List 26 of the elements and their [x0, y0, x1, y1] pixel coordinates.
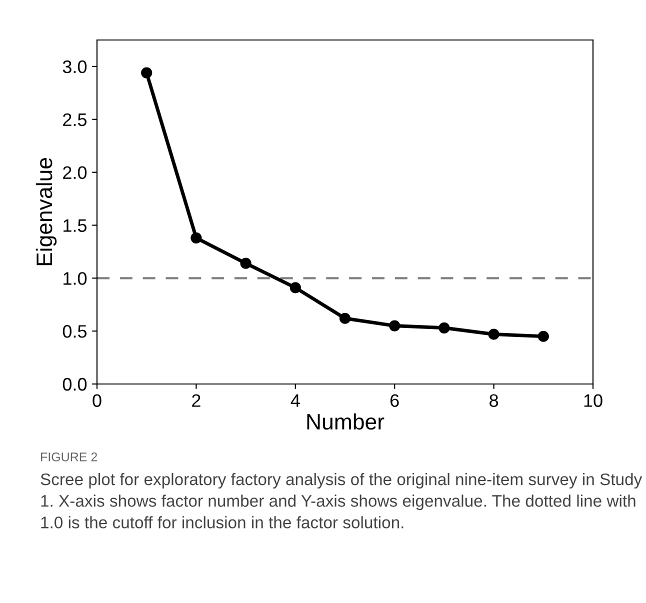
x-axis-title: Number [307, 413, 384, 430]
x-tick-label: 0 [92, 394, 102, 407]
point [339, 312, 351, 324]
y-tick-label: 1.5 [64, 219, 87, 232]
y-tick-label: 2.5 [63, 113, 87, 126]
point [488, 328, 500, 340]
y-tick-label: 2.0 [63, 166, 87, 180]
point [141, 67, 152, 78]
point [538, 330, 549, 342]
x-tick-label: 10 [584, 394, 602, 407]
point [389, 320, 400, 332]
x-tick-label: 4 [290, 394, 300, 407]
y-axis-title: Eigenvalue [36, 158, 57, 266]
y-tick-label: 0.0 [62, 378, 87, 391]
x-tick-label: 8 [490, 394, 498, 407]
point [240, 258, 252, 269]
y-tick-label: 0.5 [62, 325, 87, 338]
x-tick-label: 2 [192, 394, 200, 407]
x-tick-label: 6 [390, 394, 399, 407]
caption: FIGURE 2 [41, 452, 98, 462]
y-tick-label: 3.0 [62, 60, 87, 74]
y-tick-label: 1.0 [64, 272, 87, 285]
point [190, 232, 202, 244]
point [438, 322, 450, 334]
point [290, 282, 301, 294]
text: Scree plot for exploratory factory analysis of the original nine-item survey in Study 1. X-axis shows factor number and Y-axis shows eigenvalue. The dotted line with 1.0 is the cutoff for inclusion in the factor solution. [40, 473, 642, 528]
